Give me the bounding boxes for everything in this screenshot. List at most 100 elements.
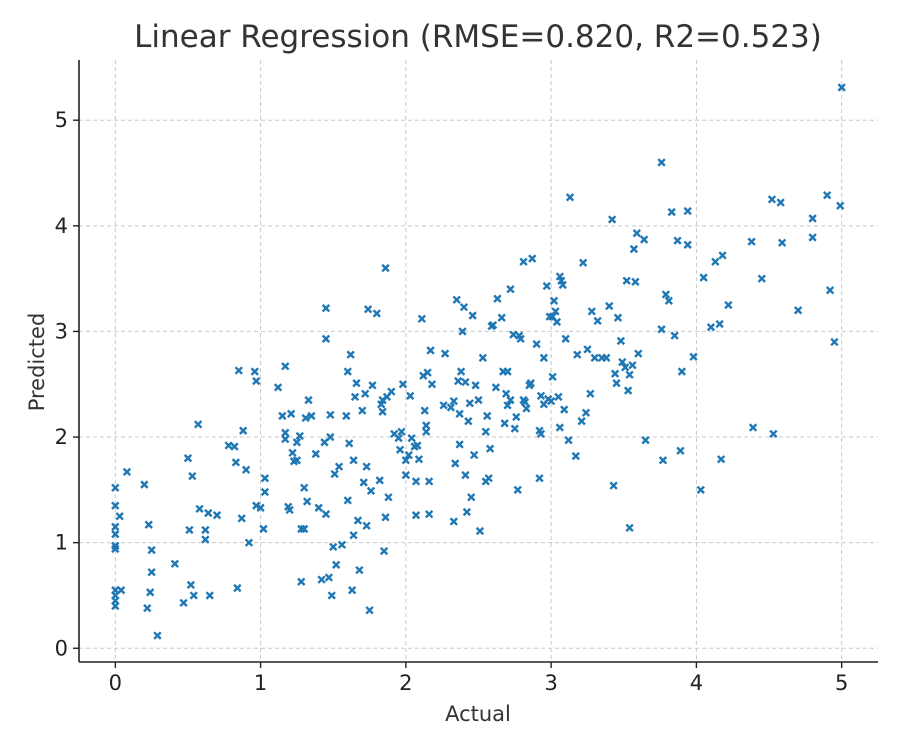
- data-point: [484, 474, 493, 483]
- data-point: [170, 559, 180, 568]
- data-point: [549, 296, 559, 305]
- data-point: [483, 411, 492, 421]
- data-point: [420, 406, 429, 415]
- data-point: [464, 417, 473, 426]
- data-point: [422, 427, 431, 436]
- data-point: [586, 389, 595, 398]
- data-point: [634, 349, 643, 358]
- data-point: [510, 424, 519, 433]
- data-point: [506, 285, 515, 294]
- data-point: [493, 294, 502, 303]
- data-point: [334, 462, 344, 471]
- data-point: [625, 370, 634, 379]
- data-point: [256, 503, 265, 512]
- data-point: [551, 307, 560, 316]
- data-point: [350, 392, 360, 402]
- data-point: [506, 395, 515, 405]
- data-point: [683, 206, 692, 216]
- data-point: [528, 254, 537, 263]
- data-point: [353, 516, 363, 525]
- data-point: [748, 423, 758, 432]
- data-point: [823, 191, 832, 200]
- data-point: [581, 408, 591, 417]
- data-point: [590, 353, 599, 362]
- data-point: [676, 446, 685, 455]
- data-point: [558, 280, 567, 290]
- data-point: [321, 509, 331, 519]
- data-point: [830, 337, 839, 347]
- data-point: [808, 233, 817, 242]
- data-point: [621, 363, 630, 372]
- data-point: [561, 334, 570, 343]
- data-point: [757, 274, 766, 283]
- data-point: [363, 305, 373, 314]
- data-point: [140, 480, 149, 489]
- data-point: [513, 485, 522, 494]
- data-point: [387, 387, 396, 396]
- data-point: [608, 215, 617, 224]
- data-point: [808, 214, 817, 223]
- data-point: [629, 244, 639, 254]
- data-point: [455, 440, 464, 449]
- x-tick-label: 4: [690, 671, 703, 695]
- data-point: [143, 603, 152, 613]
- data-point: [252, 501, 261, 510]
- data-point: [459, 302, 469, 312]
- data-point: [488, 320, 498, 330]
- x-tick-label: 3: [544, 671, 557, 695]
- data-point: [711, 257, 720, 266]
- data-point: [461, 377, 470, 387]
- data-point: [661, 290, 671, 299]
- data-point: [183, 454, 193, 463]
- data-point: [539, 353, 549, 362]
- data-point: [696, 485, 705, 494]
- data-point: [793, 306, 803, 315]
- data-point: [244, 538, 254, 547]
- data-point: [361, 389, 370, 398]
- data-point: [449, 396, 458, 406]
- data-point: [706, 323, 716, 332]
- data-point: [610, 369, 620, 378]
- data-point: [571, 451, 580, 461]
- data-points: [111, 83, 846, 640]
- data-point: [616, 336, 626, 346]
- data-point: [147, 568, 156, 577]
- data-point: [825, 286, 835, 295]
- data-point: [321, 334, 331, 343]
- data-point: [285, 505, 294, 515]
- data-point: [414, 455, 424, 464]
- data-point: [623, 386, 633, 395]
- data-point: [462, 507, 472, 517]
- data-point: [122, 467, 132, 477]
- data-point: [497, 313, 506, 322]
- data-point: [716, 455, 726, 464]
- data-point: [233, 583, 242, 593]
- data-point: [378, 407, 387, 416]
- data-point: [355, 565, 364, 575]
- data-point: [439, 401, 448, 410]
- data-point: [426, 346, 435, 355]
- data-point: [664, 296, 673, 305]
- data-point: [330, 469, 339, 479]
- data-point: [411, 511, 421, 520]
- data-point: [455, 409, 464, 418]
- data-point: [565, 193, 575, 202]
- data-point: [519, 257, 528, 266]
- data-point: [185, 525, 194, 535]
- data-point: [381, 513, 390, 522]
- data-point: [699, 273, 708, 282]
- data-point: [111, 522, 120, 531]
- data-point: [300, 483, 309, 492]
- data-point: [292, 438, 302, 447]
- data-point: [317, 575, 326, 584]
- data-point: [292, 456, 302, 465]
- data-point: [372, 309, 381, 318]
- data-point: [234, 366, 243, 375]
- data-point: [111, 530, 120, 539]
- data-point: [641, 436, 650, 445]
- data-point: [362, 462, 371, 471]
- data-point: [337, 540, 347, 549]
- data-point: [639, 235, 649, 244]
- axes: [78, 60, 878, 663]
